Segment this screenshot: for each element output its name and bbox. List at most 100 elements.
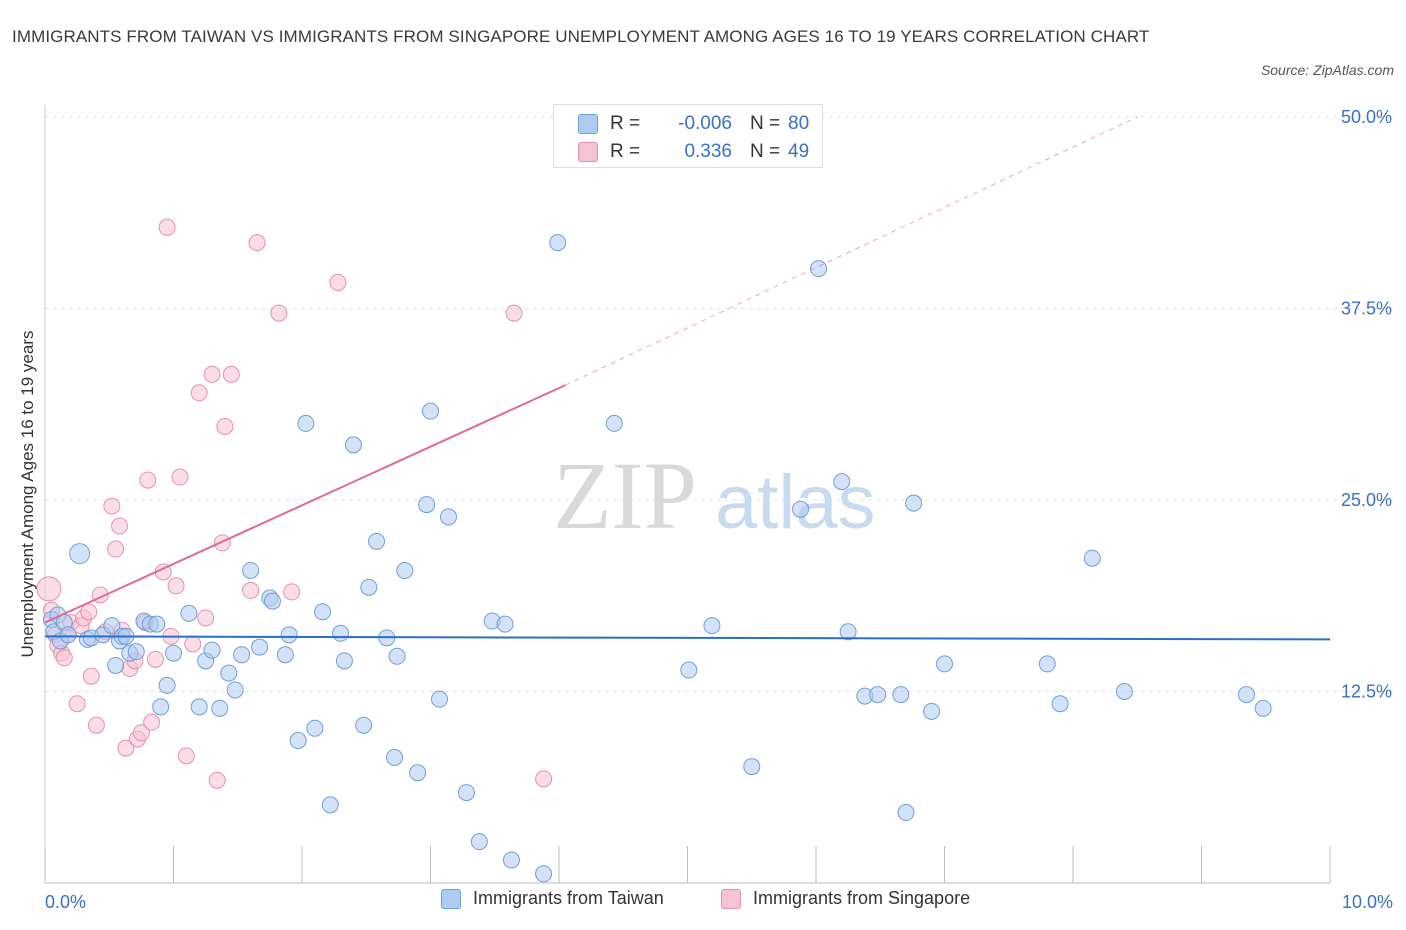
taiwan-r-label: R =: [610, 113, 641, 134]
taiwan-point: [59, 626, 77, 644]
legend-singapore-swatch: [721, 888, 741, 909]
singapore-point: [55, 649, 73, 667]
taiwan-point: [289, 732, 307, 750]
taiwan-point: [321, 796, 339, 814]
singapore-r-label: R =: [610, 141, 641, 162]
taiwan-point: [148, 615, 166, 633]
singapore-point: [190, 384, 208, 402]
taiwan-point: [233, 646, 251, 664]
taiwan-point: [211, 699, 229, 717]
taiwan-point: [1051, 695, 1069, 713]
taiwan-point: [703, 617, 721, 635]
singapore-n-value: 49: [788, 141, 810, 162]
taiwan-point: [368, 532, 386, 550]
taiwan-point: [103, 617, 121, 635]
singapore-point: [36, 576, 62, 602]
source-label: Source: ZipAtlas.com: [1260, 62, 1394, 78]
taiwan-point: [360, 578, 378, 596]
x-tick-label-max: 10.0%: [1342, 892, 1393, 912]
taiwan-n-value: 80: [788, 113, 810, 134]
singapore-point: [143, 713, 161, 731]
taiwan-point: [1254, 699, 1272, 717]
y-tick-label: 37.5%: [1341, 299, 1392, 319]
taiwan-point: [220, 664, 238, 682]
legend-item-taiwan[interactable]: Immigrants from Taiwan: [441, 888, 664, 909]
taiwan-point: [496, 615, 514, 633]
taiwan-point: [344, 436, 362, 454]
singapore-point: [248, 234, 266, 252]
y-tick-label: 25.0%: [1341, 490, 1392, 510]
singapore-point: [177, 747, 195, 765]
taiwan-point: [297, 414, 315, 432]
singapore-swatch: [578, 142, 598, 162]
taiwan-point: [1038, 655, 1056, 673]
taiwan-point: [263, 592, 281, 610]
singapore-point: [158, 218, 176, 236]
singapore-point: [203, 365, 221, 383]
taiwan-point: [107, 656, 125, 674]
taiwan-point: [386, 748, 404, 766]
taiwan-point: [502, 851, 520, 869]
watermark-atlas: atlas: [715, 460, 876, 545]
taiwan-point: [180, 604, 198, 622]
grid-layer: [45, 116, 1395, 692]
legend-item-singapore[interactable]: Immigrants from Singapore: [721, 888, 970, 909]
taiwan-point: [743, 758, 761, 776]
taiwan-point: [242, 561, 260, 579]
singapore-point: [216, 417, 234, 435]
singapore-point: [139, 471, 157, 489]
stats-row-singapore: R = 0.336 N = 49: [578, 139, 809, 165]
taiwan-point: [396, 561, 414, 579]
stats-row-taiwan: R = -0.006 N = 80: [578, 111, 809, 137]
taiwan-point: [203, 641, 221, 659]
singapore-point: [222, 365, 240, 383]
taiwan-point: [314, 603, 332, 621]
singapore-point: [283, 583, 301, 601]
taiwan-point: [127, 643, 145, 661]
x-tick-label-min: 0.0%: [45, 892, 86, 912]
taiwan-point: [457, 784, 475, 802]
taiwan-point: [439, 508, 457, 526]
taiwan-point: [680, 661, 698, 679]
singapore-point: [132, 724, 150, 742]
singapore-point: [80, 603, 98, 621]
taiwan-point: [69, 543, 91, 565]
taiwan-point: [226, 681, 244, 699]
taiwan-point: [332, 624, 350, 642]
singapore-point: [270, 304, 288, 322]
singapore-point: [87, 716, 105, 734]
taiwan-point: [158, 676, 176, 694]
taiwan-point: [1083, 549, 1101, 567]
taiwan-point: [280, 626, 298, 644]
watermark-zip: ZIP: [553, 442, 697, 549]
taiwan-swatch: [578, 114, 598, 134]
trend-layer: [44, 116, 1331, 641]
taiwan-point: [152, 698, 170, 716]
taiwan-point: [306, 719, 324, 737]
taiwan-point: [923, 702, 941, 720]
singapore-point: [242, 581, 260, 599]
taiwan-point: [422, 402, 439, 420]
taiwan-point: [430, 690, 448, 708]
taiwan-point: [1237, 686, 1255, 704]
legend-taiwan-label: Immigrants from Taiwan: [473, 888, 664, 908]
taiwan-point: [470, 833, 488, 851]
taiwan-point: [905, 494, 923, 512]
singapore-point: [329, 273, 347, 291]
legend-singapore-label: Immigrants from Singapore: [753, 888, 971, 908]
singapore-point: [147, 650, 165, 668]
taiwan-point: [535, 865, 553, 883]
singapore-point: [103, 497, 121, 515]
taiwan-n-label: N =: [750, 113, 781, 134]
singapore-point: [197, 609, 215, 627]
singapore-n-label: N =: [750, 141, 781, 162]
singapore-trend-line: [44, 384, 566, 624]
taiwan-point: [869, 686, 887, 704]
legend-taiwan-swatch: [441, 888, 461, 909]
taiwan-point: [1115, 683, 1133, 700]
singapore-point: [213, 534, 231, 552]
taiwan-point: [388, 647, 406, 665]
taiwan-point: [165, 644, 182, 662]
taiwan-point: [251, 638, 269, 656]
